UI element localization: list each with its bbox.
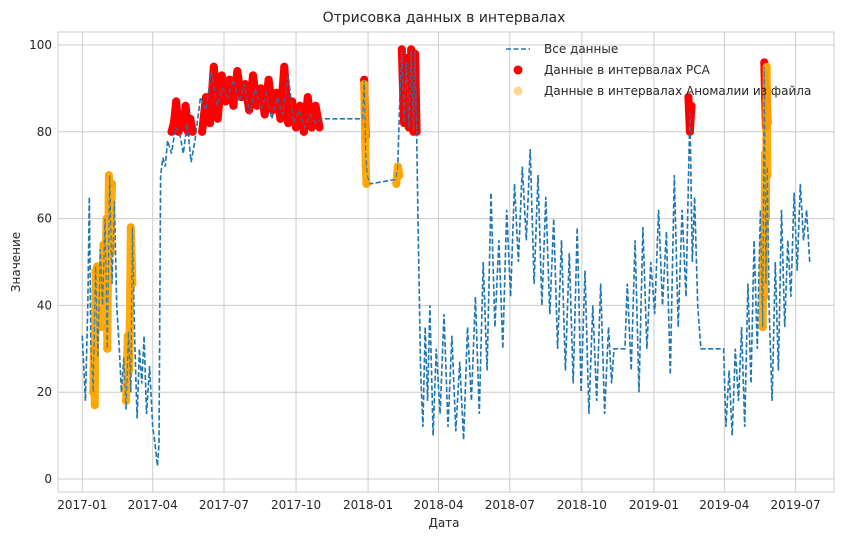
file-anomaly-interval-point — [97, 323, 106, 332]
x-tick-label: 2017-04 — [128, 498, 178, 512]
pca-interval-point — [684, 93, 693, 102]
file-anomaly-interval-point — [361, 162, 370, 171]
pca-interval-point — [233, 67, 242, 76]
pca-interval-point — [186, 114, 195, 123]
pca-interval-point — [311, 101, 320, 110]
pca-interval-point — [284, 119, 293, 128]
pca-interval-point — [397, 45, 406, 54]
y-tick-label: 100 — [29, 38, 52, 52]
file-anomaly-interval-point — [395, 171, 404, 180]
legend-label: Данные в интервалах Аномалии из файла — [544, 84, 811, 98]
file-anomaly-interval-point — [90, 344, 99, 353]
x-tick-label: 2017-10 — [271, 498, 321, 512]
y-tick-label: 40 — [37, 298, 52, 312]
legend-label: Данные в интервалах PCA — [544, 63, 711, 77]
x-tick-label: 2019-04 — [699, 498, 749, 512]
pca-interval-point — [256, 84, 265, 93]
legend-swatch-dot — [513, 86, 523, 96]
plot-area — [57, 31, 835, 493]
pca-interval-point — [402, 54, 411, 63]
pca-interval-point — [205, 119, 214, 128]
y-tick-label: 60 — [37, 212, 52, 226]
pca-interval-point — [276, 114, 285, 123]
file-anomaly-interval-segment — [97, 171, 116, 353]
pca-interval-point — [288, 97, 297, 106]
y-axis: 0 20 40 60 80 100 — [29, 38, 52, 486]
pca-interval-point — [685, 127, 694, 136]
pca-interval-point — [280, 62, 289, 71]
pca-interval-point — [307, 123, 316, 132]
x-tick-label: 2018-07 — [485, 498, 535, 512]
file-anomaly-interval-point — [392, 179, 401, 188]
file-anomaly-interval-point — [99, 240, 108, 249]
x-tick-label: 2017-01 — [57, 498, 107, 512]
pca-interval-point — [303, 93, 312, 102]
pca-interval-point — [229, 101, 238, 110]
pca-interval-point — [167, 127, 176, 136]
x-tick-label: 2018-10 — [557, 498, 607, 512]
pca-interval-point — [292, 123, 301, 132]
pca-interval-point — [315, 123, 324, 132]
pca-interval-point — [201, 93, 210, 102]
pca-interval-point — [248, 71, 257, 80]
pca-interval-point — [687, 101, 696, 110]
pca-interval-point — [217, 71, 226, 80]
legend: Все данные Данные в интервалах PCA Данные … — [506, 42, 811, 98]
file-anomaly-interval-point — [89, 388, 98, 397]
x-tick-label: 2018-04 — [413, 498, 463, 512]
x-tick-label: 2019-07 — [771, 498, 821, 512]
pca-interval-point — [169, 119, 178, 128]
y-tick-label: 80 — [37, 125, 52, 139]
series-layer — [81, 45, 811, 467]
file-anomaly-interval-point — [761, 149, 770, 158]
pca-interval-point — [272, 88, 281, 97]
pca-interval-point — [237, 93, 246, 102]
pca-interval-point — [188, 127, 197, 136]
pca-interval-point — [295, 101, 304, 110]
pca-interval-point — [213, 114, 222, 123]
pca-interval-point — [176, 110, 185, 119]
chart-title: Отрисовка данных в интервалах — [323, 10, 566, 26]
file-anomaly-interval-point — [126, 223, 135, 232]
y-axis-label: Значение — [9, 232, 23, 292]
y-tick-label: 20 — [37, 385, 52, 399]
file-anomaly-interval-point — [104, 171, 113, 180]
grid — [58, 32, 834, 492]
x-axis: 2017-01 2017-04 2017-07 2017-10 2018-01 2018-… — [57, 498, 820, 512]
legend-swatch-dot — [513, 65, 523, 75]
file-anomaly-interval-point — [90, 401, 99, 410]
x-tick-label: 2019-01 — [629, 498, 679, 512]
x-tick-label: 2017-07 — [199, 498, 249, 512]
plot-frame — [57, 31, 835, 493]
y-tick-label: 0 — [44, 472, 52, 486]
pca-interval-point — [181, 101, 190, 110]
pca-interval-point — [241, 80, 250, 89]
file-anomaly-interval-point — [125, 366, 134, 375]
file-anomaly-interval-point — [123, 331, 132, 340]
pca-interval-point — [264, 75, 273, 84]
pca-interval-point — [198, 127, 207, 136]
x-tick-label: 2018-01 — [343, 498, 393, 512]
pca-interval-point — [260, 110, 269, 119]
x-axis-label: Дата — [428, 516, 459, 530]
file-anomaly-interval-point — [103, 344, 112, 353]
pca-interval-point — [221, 97, 230, 106]
pca-interval-point — [225, 75, 234, 84]
pca-interval-segment — [167, 97, 197, 136]
file-anomaly-interval-point — [362, 179, 371, 188]
pca-interval-point — [172, 97, 181, 106]
pca-interval-point — [299, 127, 308, 136]
series-line-all-data-overlay — [81, 49, 811, 467]
legend-label: Все данные — [544, 42, 618, 56]
pca-interval-point — [209, 62, 218, 71]
